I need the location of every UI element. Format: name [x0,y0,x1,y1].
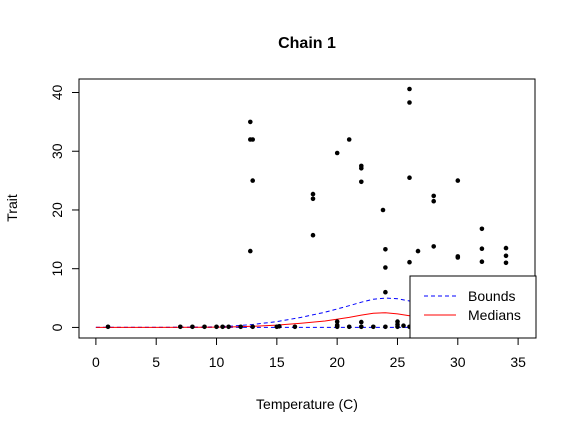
legend-box [409,275,537,339]
data-point [383,289,388,295]
y-axis: 0 10 20 30 40 [49,85,80,331]
data-point [248,248,253,254]
y-axis-label: Trait [4,194,20,222]
x-tick-label: 30 [450,354,466,370]
data-point [334,319,340,324]
data-point [346,324,352,330]
legend-label: Medians [468,307,521,323]
data-point [407,175,412,180]
y-tick-label: 30 [49,143,65,159]
legend-label: Bounds [468,288,515,304]
x-axis-label: Temperature (C) [256,396,358,412]
y-tick-label: 40 [49,85,65,101]
x-tick-label: 15 [269,354,285,370]
data-point [431,244,437,249]
data-point [248,119,253,125]
data-point [202,324,207,330]
data-point [431,198,437,204]
data-point [310,232,316,238]
data-point [455,178,461,183]
data-point [359,324,364,330]
data-point [346,137,352,142]
data-point [220,324,225,330]
data-point [310,196,316,202]
data-point [407,86,412,92]
data-point [292,324,298,330]
data-point [310,191,316,197]
data-point [415,248,421,254]
data-point [105,324,111,330]
data-point [277,324,282,329]
data-point [431,193,437,199]
y-tick-label: 0 [49,323,65,331]
plot-lines [95,297,434,328]
data-point [178,324,183,330]
data-point [371,324,376,330]
data-point [190,324,195,330]
data-point [238,324,243,330]
data-point [250,324,255,330]
data-point [479,246,485,251]
x-axis: 0 5 10 15 20 25 30 35 [92,337,526,370]
data-point [383,265,388,270]
data-point [334,324,340,330]
x-tick-label: 10 [209,354,225,370]
chart-title: Chain 1 [278,35,336,52]
x-tick-label: 0 [92,354,100,370]
data-point [503,260,509,266]
data-point [226,324,231,330]
data-point [407,100,412,105]
data-point [250,137,255,142]
data-point [401,323,406,329]
x-tick-label: 5 [152,354,160,370]
data-point [383,247,388,252]
data-point [479,259,485,265]
data-point [359,166,364,171]
x-tick-label: 35 [510,354,526,370]
data-point [479,226,485,232]
data-point [359,179,364,185]
data-point [455,255,461,260]
x-tick-label: 20 [329,354,345,370]
y-tick-label: 20 [49,202,65,218]
plot-points [105,86,509,330]
data-point [334,150,340,156]
data-point [503,245,509,251]
data-point [407,259,412,265]
legend: Bounds Medians [409,275,537,339]
x-tick-label: 25 [390,354,406,370]
data-point [380,207,386,213]
data-point [395,324,400,330]
data-point [503,253,509,259]
medians-line [95,312,434,328]
plot-frame [78,78,536,339]
data-point [214,324,219,330]
data-point [250,178,255,183]
data-point [359,319,364,325]
y-tick-label: 10 [49,261,65,277]
data-point [383,324,388,330]
